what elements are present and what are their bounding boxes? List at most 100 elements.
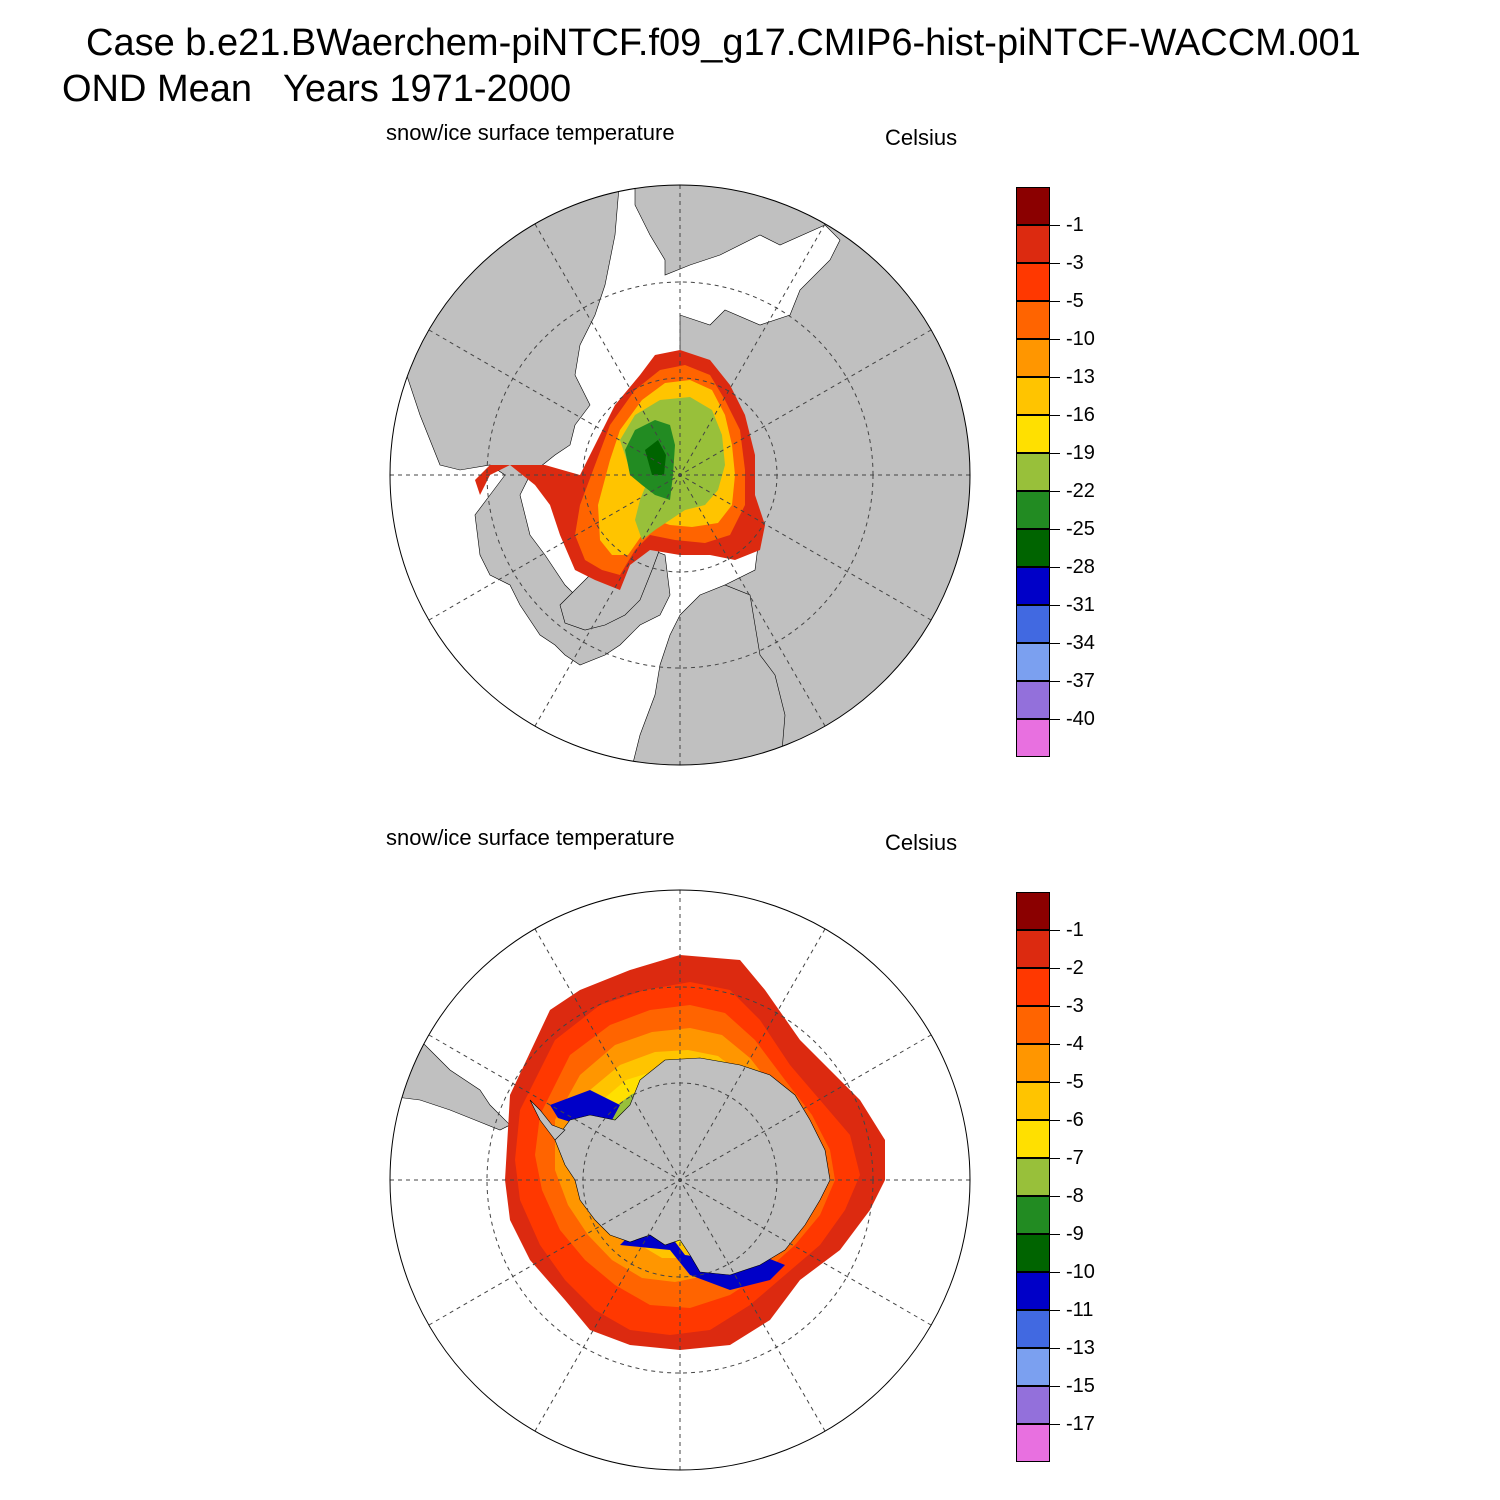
south-colorbar-label: -17 [1066, 1413, 1095, 1435]
north-land-europe [629, 584, 786, 765]
south-colorbar-box [1016, 1424, 1050, 1462]
north-colorbar-box [1016, 453, 1050, 491]
north-colorbar-label: -3 [1066, 252, 1084, 274]
north-colorbar-box [1016, 719, 1050, 757]
south-colorbar-box [1016, 1196, 1050, 1234]
north-colorbar-box [1016, 225, 1050, 263]
south-polar-map [389, 889, 971, 1471]
north-colorbar-label: -28 [1066, 556, 1095, 578]
south-colorbar-tick [1050, 968, 1060, 969]
north-colorbar-tick [1050, 453, 1060, 454]
north-colorbar-tick [1050, 225, 1060, 226]
north-colorbar-tick [1050, 605, 1060, 606]
north-colorbar-tick [1050, 719, 1060, 720]
north-graticule [390, 185, 970, 765]
north-colorbar-tick [1050, 415, 1060, 416]
north-colorbar-tick [1050, 643, 1060, 644]
north-colorbar-box [1016, 643, 1050, 681]
south-colorbar-tick [1050, 1158, 1060, 1159]
north-variable-label: snow/ice surface temperature [386, 120, 675, 145]
north-colorbar-tick [1050, 681, 1060, 682]
south-colorbar-label: -1 [1066, 919, 1084, 941]
south-colorbar-box [1016, 930, 1050, 968]
south-colorbar-label: -3 [1066, 995, 1084, 1017]
north-colorbar-box [1016, 529, 1050, 567]
north-colorbar-label: -31 [1066, 594, 1095, 616]
north-colorbar-box [1016, 415, 1050, 453]
figure-subtitle: OND Mean Years 1971-2000 [62, 68, 572, 110]
south-colorbar-tick [1050, 1386, 1060, 1387]
north-land-america [390, 185, 671, 666]
south-colorbar-box [1016, 1120, 1050, 1158]
south-colorbar-label: -15 [1066, 1375, 1095, 1397]
south-colorbar-box [1016, 1082, 1050, 1120]
south-colorbar-box [1016, 1234, 1050, 1272]
north-colorbar-box [1016, 605, 1050, 643]
south-colorbar-tick [1050, 1272, 1060, 1273]
south-colorbar-box [1016, 1006, 1050, 1044]
north-colorbar-label: -22 [1066, 480, 1095, 502]
south-colorbar-label: -10 [1066, 1261, 1095, 1283]
north-colorbar-box [1016, 263, 1050, 301]
north-colorbar-tick [1050, 377, 1060, 378]
south-colorbar-tick [1050, 1424, 1060, 1425]
north-colorbar-label: -13 [1066, 366, 1095, 388]
north-colorbar-label: -1 [1066, 214, 1084, 236]
north-colorbar-box [1016, 301, 1050, 339]
south-colorbar-box [1016, 1386, 1050, 1424]
south-colorbar-label: -5 [1066, 1071, 1084, 1093]
south-colorbar-box [1016, 1348, 1050, 1386]
north-colorbar-tick [1050, 263, 1060, 264]
north-colorbar-label: -34 [1066, 632, 1095, 654]
south-units-label: Celsius [885, 830, 958, 855]
south-colorbar-tick [1050, 1310, 1060, 1311]
south-colorbar-tick [1050, 1348, 1060, 1349]
south-graticule [390, 890, 970, 1470]
south-colorbar-box [1016, 968, 1050, 1006]
south-colorbar-label: -7 [1066, 1147, 1084, 1169]
south-colorbar-tick [1050, 1120, 1060, 1121]
north-colorbar-box [1016, 377, 1050, 415]
south-colorbar-label: -11 [1066, 1299, 1094, 1321]
south-colorbar-box [1016, 1044, 1050, 1082]
north-colorbar-box [1016, 187, 1050, 225]
north-colorbar-tick [1050, 567, 1060, 568]
south-colorbar-tick [1050, 1234, 1060, 1235]
north-colorbar-box [1016, 567, 1050, 605]
figure-title: Case b.e21.BWaerchem-piNTCF.f09_g17.CMIP… [86, 22, 1361, 64]
south-colorbar-label: -9 [1066, 1223, 1084, 1245]
south-colorbar-label: -2 [1066, 957, 1084, 979]
south-land-antarctica [554, 1057, 831, 1276]
south-colorbar-tick [1050, 1082, 1060, 1083]
north-colorbar-label: -5 [1066, 290, 1084, 312]
south-colorbar-tick [1050, 1006, 1060, 1007]
north-colorbar-tick [1050, 339, 1060, 340]
north-colorbar-label: -19 [1066, 442, 1095, 464]
south-colorbar-label: -4 [1066, 1033, 1084, 1055]
south-colorbar-box [1016, 1272, 1050, 1310]
north-colorbar-box [1016, 681, 1050, 719]
north-polar-map [389, 184, 971, 766]
north-units-label: Celsius [885, 125, 958, 150]
south-colorbar-box [1016, 1310, 1050, 1348]
north-colorbar-label: -16 [1066, 404, 1095, 426]
north-colorbar-label: -25 [1066, 518, 1095, 540]
south-colorbar-box [1016, 892, 1050, 930]
north-colorbar-tick [1050, 529, 1060, 530]
north-colorbar-label: -40 [1066, 708, 1095, 730]
south-colorbar-box [1016, 1158, 1050, 1196]
north-colorbar-box [1016, 339, 1050, 377]
north-colorbar-label: -37 [1066, 670, 1095, 692]
south-colorbar-label: -6 [1066, 1109, 1084, 1131]
south-colorbar-tick [1050, 930, 1060, 931]
south-variable-label: snow/ice surface temperature [386, 825, 675, 850]
north-colorbar-box [1016, 491, 1050, 529]
north-colorbar-tick [1050, 301, 1060, 302]
south-colorbar-label: -13 [1066, 1337, 1095, 1359]
south-colorbar-tick [1050, 1044, 1060, 1045]
north-colorbar-tick [1050, 491, 1060, 492]
south-colorbar-label: -8 [1066, 1185, 1084, 1207]
south-land-peninsula [529, 1099, 566, 1141]
south-colorbar-tick [1050, 1196, 1060, 1197]
north-colorbar-label: -10 [1066, 328, 1095, 350]
